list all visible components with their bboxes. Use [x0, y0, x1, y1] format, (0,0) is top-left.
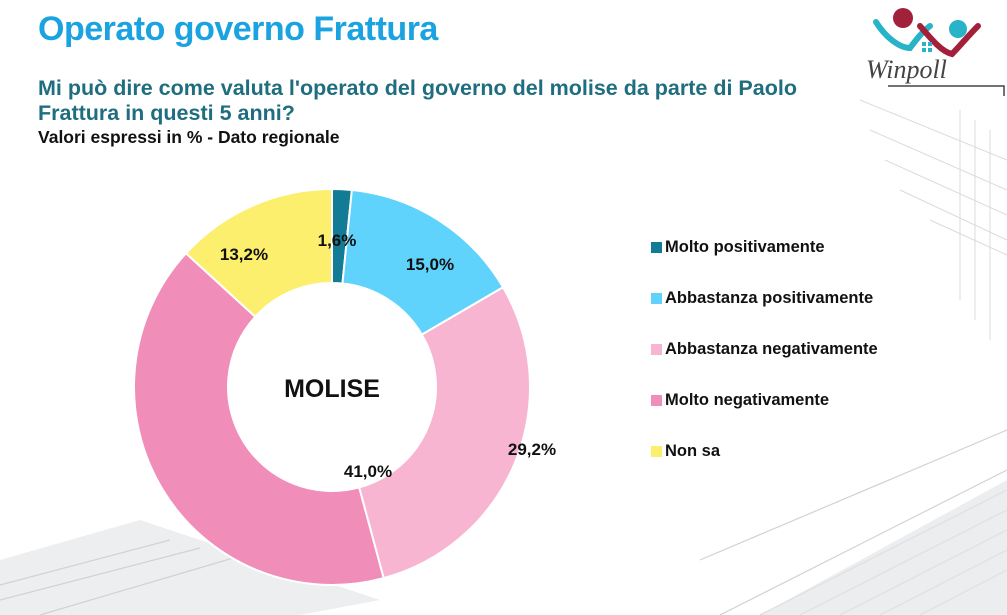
slice-non-sa	[184, 187, 333, 319]
slice-abbastanza-negativamente	[357, 285, 531, 580]
legend-label: Non sa	[665, 442, 721, 460]
winpoll-logo: Winpoll	[866, 8, 1005, 96]
survey-question: Mi può dire come valuta l'operato del go…	[38, 76, 797, 125]
data-label-molto-negativamente: 41,0%	[344, 462, 392, 481]
chart-subtitle: Valori espressi in % - Dato regionale	[38, 127, 340, 147]
data-label-abbastanza-positivamente: 15,0%	[406, 255, 454, 274]
center-label: MOLISE	[284, 375, 380, 403]
legend-label: Molto negativamente	[665, 391, 830, 409]
data-label-abbastanza-negativamente: 29,2%	[508, 440, 556, 459]
slice-molto-negativamente	[133, 251, 385, 586]
page-title: Operato governo Frattura	[38, 10, 438, 48]
legend-swatch	[651, 344, 662, 355]
legend-swatch	[651, 293, 662, 304]
legend-label: Abbastanza negativamente	[665, 340, 878, 358]
legend-label: Molto positivamente	[665, 238, 825, 256]
data-label-non-sa: 13,2%	[220, 245, 268, 264]
data-label-molto-positivamente: 1,6%	[318, 231, 357, 250]
legend-swatch	[651, 395, 662, 406]
legend-swatch	[651, 242, 662, 253]
donut-chart: 1,6% 15,0% 29,2% 41,0% 13,2% MOLISE	[133, 187, 556, 586]
legend-swatch	[651, 446, 662, 457]
legend-label: Abbastanza positivamente	[665, 289, 874, 307]
svg-text:Winpoll: Winpoll	[866, 55, 947, 84]
